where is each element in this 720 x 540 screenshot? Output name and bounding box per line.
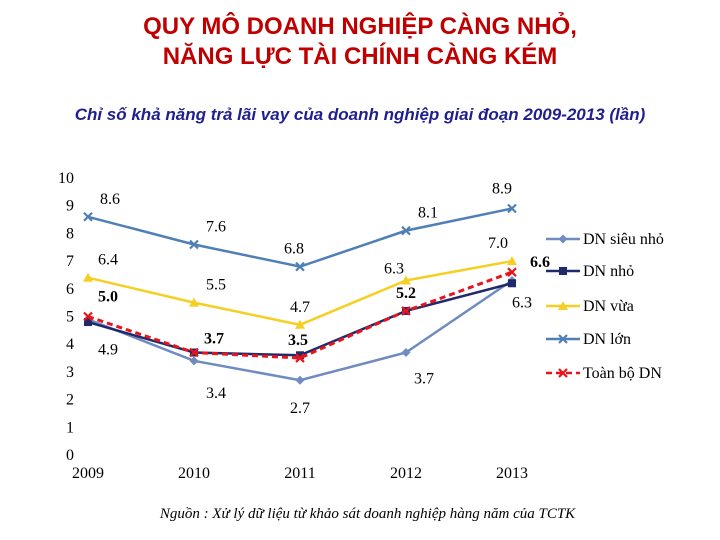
data-label: 3.5 xyxy=(288,332,308,349)
series-line xyxy=(87,279,513,382)
y-tick-label: 0 xyxy=(66,447,74,464)
y-tick-label: 3 xyxy=(66,364,74,381)
data-label: 6.3 xyxy=(384,260,404,277)
data-label: 7.0 xyxy=(488,235,508,252)
legend-item: DN vừa xyxy=(546,298,634,315)
x-tick-label: 2013 xyxy=(496,465,528,482)
series-dn-lớn xyxy=(83,203,517,272)
point-marker xyxy=(558,234,568,244)
legend-item: DN siêu nhỏ xyxy=(546,231,664,248)
point-marker xyxy=(296,351,304,360)
point-marker xyxy=(401,225,411,236)
point-marker xyxy=(507,267,517,277)
y-tick-label: 5 xyxy=(66,309,74,326)
y-tick-label: 8 xyxy=(66,225,74,242)
point-marker xyxy=(189,347,199,358)
data-label: 4.9 xyxy=(98,341,118,358)
point-marker xyxy=(295,319,305,329)
data-label: 8.9 xyxy=(492,180,512,197)
point-marker xyxy=(189,297,199,307)
point-marker xyxy=(83,311,93,322)
data-label: 5.2 xyxy=(396,285,416,302)
data-label: 8.1 xyxy=(418,205,438,222)
legend-label: DN lớn xyxy=(583,331,631,348)
series-dn-vừa xyxy=(83,256,517,329)
point-marker xyxy=(558,334,568,344)
title-line-1: QUY MÔ DOANH NGHIỆP CÀNG NHỎ, xyxy=(143,13,577,40)
legend-label: Toàn bộ DN xyxy=(583,365,662,382)
x-tick-label: 2011 xyxy=(284,465,315,482)
data-label: 2.7 xyxy=(290,400,310,417)
chart-title: Chỉ số khả năng trả lãi vay của doanh ng… xyxy=(74,105,646,124)
data-label: 4.7 xyxy=(290,299,310,316)
x-tick-label: 2012 xyxy=(390,465,422,482)
point-marker xyxy=(189,356,199,366)
point-marker xyxy=(401,348,411,358)
series-line xyxy=(87,207,513,268)
data-label: 7.6 xyxy=(206,218,226,235)
page-title: QUY MÔ DOANH NGHIỆP CÀNG NHỎ, NĂNG LỰC T… xyxy=(0,12,720,72)
point-marker xyxy=(83,272,93,282)
point-marker xyxy=(401,306,411,316)
legend-item: Toàn bộ DN xyxy=(546,365,662,382)
y-tick-label: 6 xyxy=(66,281,74,298)
data-label: 3.7 xyxy=(414,371,434,388)
point-marker xyxy=(84,318,92,327)
point-marker xyxy=(507,256,517,266)
data-label: 6.6 xyxy=(530,254,550,271)
data-label: 8.6 xyxy=(100,191,120,208)
point-marker xyxy=(559,267,567,275)
source-note: Nguồn : Xử lý dữ liệu từ khảo sát doanh … xyxy=(159,506,576,522)
data-label: 6.4 xyxy=(98,252,118,269)
series-line xyxy=(87,270,513,360)
data-label: 6.3 xyxy=(512,294,532,311)
legend-item: DN lớn xyxy=(546,331,631,348)
x-tick-label: 2010 xyxy=(178,465,210,482)
legend-label: DN vừa xyxy=(583,298,634,315)
series-toàn-bộ-dn xyxy=(83,267,517,363)
point-marker xyxy=(189,239,199,250)
y-tick-label: 9 xyxy=(66,198,74,215)
y-tick-label: 1 xyxy=(66,419,74,436)
point-marker xyxy=(508,279,516,288)
y-tick-label: 7 xyxy=(66,253,74,270)
point-marker xyxy=(558,368,568,378)
y-tick-label: 2 xyxy=(66,392,74,409)
data-label: 5.0 xyxy=(98,289,118,306)
y-tick-label: 10 xyxy=(58,170,74,187)
legend-label: DN nhỏ xyxy=(583,263,634,280)
data-label: 3.4 xyxy=(206,385,226,402)
point-marker xyxy=(295,375,305,385)
title-line-2: NĂNG LỰC TÀI CHÍNH CÀNG KÉM xyxy=(162,43,558,70)
data-label: 6.8 xyxy=(284,241,304,258)
point-marker xyxy=(507,203,517,214)
point-marker xyxy=(83,212,93,222)
legend: DN siêu nhỏ DN nhỏ DN vừa DN lớn Toàn bộ DN xyxy=(546,231,664,382)
point-marker xyxy=(558,301,568,310)
point-marker xyxy=(295,353,305,363)
legend-label: DN siêu nhỏ xyxy=(583,231,664,248)
point-marker xyxy=(401,275,411,285)
legend-item: DN nhỏ xyxy=(546,263,634,280)
data-label: 5.5 xyxy=(206,277,226,294)
x-tick-label: 2009 xyxy=(72,465,104,482)
y-tick-label: 4 xyxy=(66,336,74,353)
point-marker xyxy=(295,261,305,272)
data-label: 3.7 xyxy=(204,331,224,348)
